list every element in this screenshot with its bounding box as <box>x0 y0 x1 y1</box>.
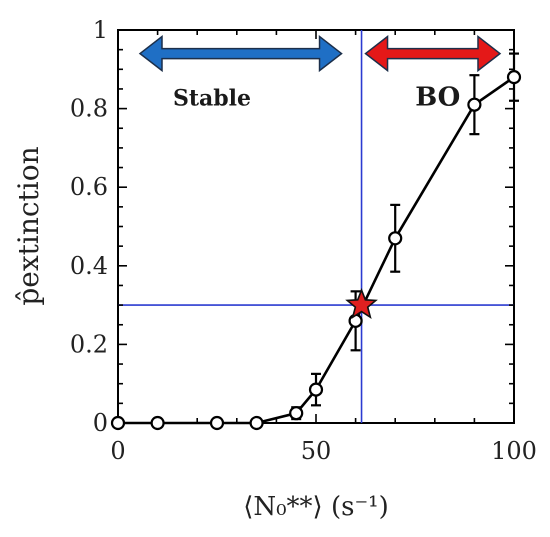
y-axis-label: p̂extinction <box>12 146 45 305</box>
data-point <box>289 406 304 421</box>
x-tick-labels: 0 50 100 <box>110 437 537 465</box>
y-tick-label: 0.6 <box>70 173 108 201</box>
region-labels: Stable BO <box>173 83 460 113</box>
region-label-stable: Stable <box>173 86 251 112</box>
region-label-bo: BO <box>415 83 460 113</box>
data-point <box>467 97 482 112</box>
plot-area <box>110 29 522 431</box>
x-axis-label: ⟨N₀**⟩ (s⁻¹) <box>243 492 389 522</box>
x-tick-label: 0 <box>110 437 125 465</box>
x-ticks <box>117 30 515 423</box>
region-arrows <box>138 35 502 73</box>
data-point <box>348 313 363 328</box>
reference-lines <box>118 30 514 423</box>
region-arrow-bo <box>364 35 502 73</box>
y-tick-labels: 0 0.2 0.4 0.6 0.8 1 <box>70 16 108 437</box>
star-marker <box>345 287 378 320</box>
y-tick-label: 0.4 <box>70 252 108 280</box>
data-point <box>150 415 165 431</box>
data-point <box>249 415 264 431</box>
y-ticks <box>118 29 514 424</box>
x-tick-label: 100 <box>491 437 537 465</box>
y-tick-label: 0 <box>93 409 108 437</box>
data-point <box>388 231 403 246</box>
x-tick-label: 50 <box>301 437 332 465</box>
data-point <box>308 382 324 397</box>
data-point <box>209 415 225 431</box>
region-arrow-stable <box>138 35 343 73</box>
data-point <box>506 70 522 85</box>
highlight-marker <box>345 287 378 320</box>
y-tick-label: 1 <box>93 16 108 44</box>
series-line <box>118 76 515 425</box>
data-point <box>110 415 126 431</box>
y-tick-label: 0.2 <box>70 330 108 358</box>
data-series <box>110 52 522 431</box>
y-tick-label: 0.8 <box>70 95 108 123</box>
